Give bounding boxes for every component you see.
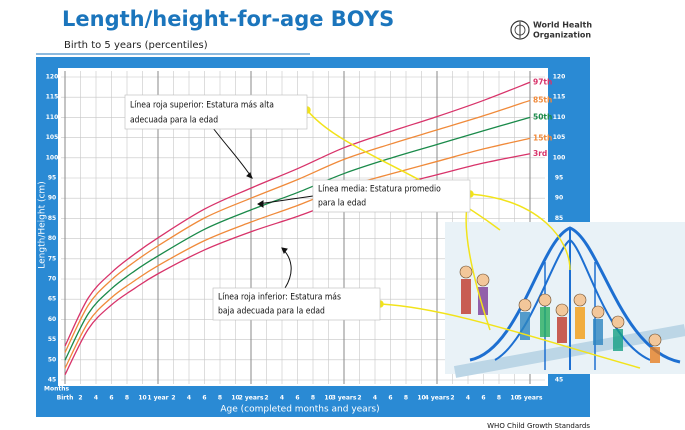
y-tick-label: 45	[555, 377, 563, 384]
x-tick-label: 8	[218, 395, 222, 402]
y-tick-label: 110	[46, 114, 59, 121]
y-tick-label: 105	[553, 134, 566, 141]
source: WHO Child Growth Standards	[487, 422, 590, 430]
series-label: 97th	[533, 77, 552, 86]
y-tick-label: 65	[48, 296, 56, 303]
y-tick-label: 85	[48, 215, 56, 222]
x-tick-label: 8	[125, 395, 129, 402]
x-tick-label: 8	[497, 395, 501, 402]
x-tick-label: 4 years	[425, 395, 450, 402]
annotation-text: baja adecuada para la edad	[218, 307, 325, 317]
x-tick-label: 2	[450, 395, 454, 402]
x-tick-label: 10	[138, 395, 146, 402]
x-tick-label: 4	[187, 395, 191, 402]
y-tick-label: 95	[48, 175, 56, 182]
x-tick-label: 2	[357, 395, 361, 402]
annotation-text: adecuada para la edad	[130, 116, 218, 126]
x-tick-label: 8	[311, 395, 315, 402]
x-tick-label: 6	[109, 395, 113, 402]
x-tick-label: 4	[94, 395, 98, 402]
x-unit-label: Months	[44, 386, 70, 393]
x-tick-label: 2	[171, 395, 175, 402]
y-tick-label: 115	[46, 94, 59, 101]
chart-title: Length/height-for-age BOYS	[62, 7, 394, 31]
x-tick-label: 2	[264, 395, 268, 402]
y-tick-label: 100	[553, 154, 566, 161]
organization: World Health	[533, 21, 592, 30]
y-tick-label: 120	[46, 74, 59, 81]
y-tick-label: 55	[48, 336, 56, 343]
x-tick-label: 4	[466, 395, 470, 402]
y-tick-label: 105	[46, 134, 59, 141]
series-label: 50th	[533, 112, 552, 121]
chart-subtitle: Birth to 5 years (percentiles)	[64, 40, 208, 51]
y-axis-label: Length/Height (cm)	[38, 181, 48, 268]
series-label: 85th	[533, 95, 552, 104]
series-label: 15th	[533, 133, 552, 142]
x-tick-label: Birth	[57, 395, 74, 402]
illustration	[445, 222, 685, 374]
y-tick-label: 100	[46, 154, 59, 161]
y-tick-label: 85	[555, 215, 563, 222]
y-tick-label: 75	[48, 255, 56, 262]
y-tick-label: 70	[48, 276, 56, 283]
organization: Organization	[533, 31, 591, 40]
y-tick-label: 115	[553, 94, 566, 101]
x-tick-label: 5 years	[518, 395, 543, 402]
annotation-text: Línea media: Estatura promedio	[318, 185, 441, 195]
x-tick-label: 2 years	[239, 395, 264, 402]
x-tick-label: 8	[404, 395, 408, 402]
x-tick-label: 6	[295, 395, 299, 402]
y-tick-label: 60	[48, 316, 56, 323]
y-tick-label: 95	[555, 175, 563, 182]
annotation-text: Línea roja superior: Estatura más alta	[130, 101, 274, 111]
series-label: 3rd	[533, 149, 547, 158]
y-tick-label: 80	[48, 235, 56, 242]
y-tick-label: 110	[553, 114, 566, 121]
y-tick-label: 90	[48, 195, 56, 202]
x-tick-label: 4	[373, 395, 377, 402]
y-tick-label: 90	[555, 195, 563, 202]
annotation-text: Línea roja inferior: Estatura más	[218, 293, 341, 303]
y-tick-label: 120	[553, 74, 566, 81]
x-tick-label: 3 years	[332, 395, 357, 402]
chart: Length/height-for-age BOYS Birth to 5 ye…	[0, 0, 685, 430]
y-tick-label: 50	[48, 356, 56, 363]
x-tick-label: 4	[280, 395, 284, 402]
x-tick-label: 1 year	[147, 395, 168, 402]
y-tick-label: 45	[48, 377, 56, 384]
annotation-text: para la edad	[318, 199, 366, 209]
who-logo	[511, 21, 529, 39]
x-axis-label: Age (completed months and years)	[220, 405, 379, 415]
x-tick-label: 6	[481, 395, 485, 402]
x-tick-label: 6	[202, 395, 206, 402]
x-tick-label: 2	[78, 395, 82, 402]
x-tick-label: 6	[388, 395, 392, 402]
